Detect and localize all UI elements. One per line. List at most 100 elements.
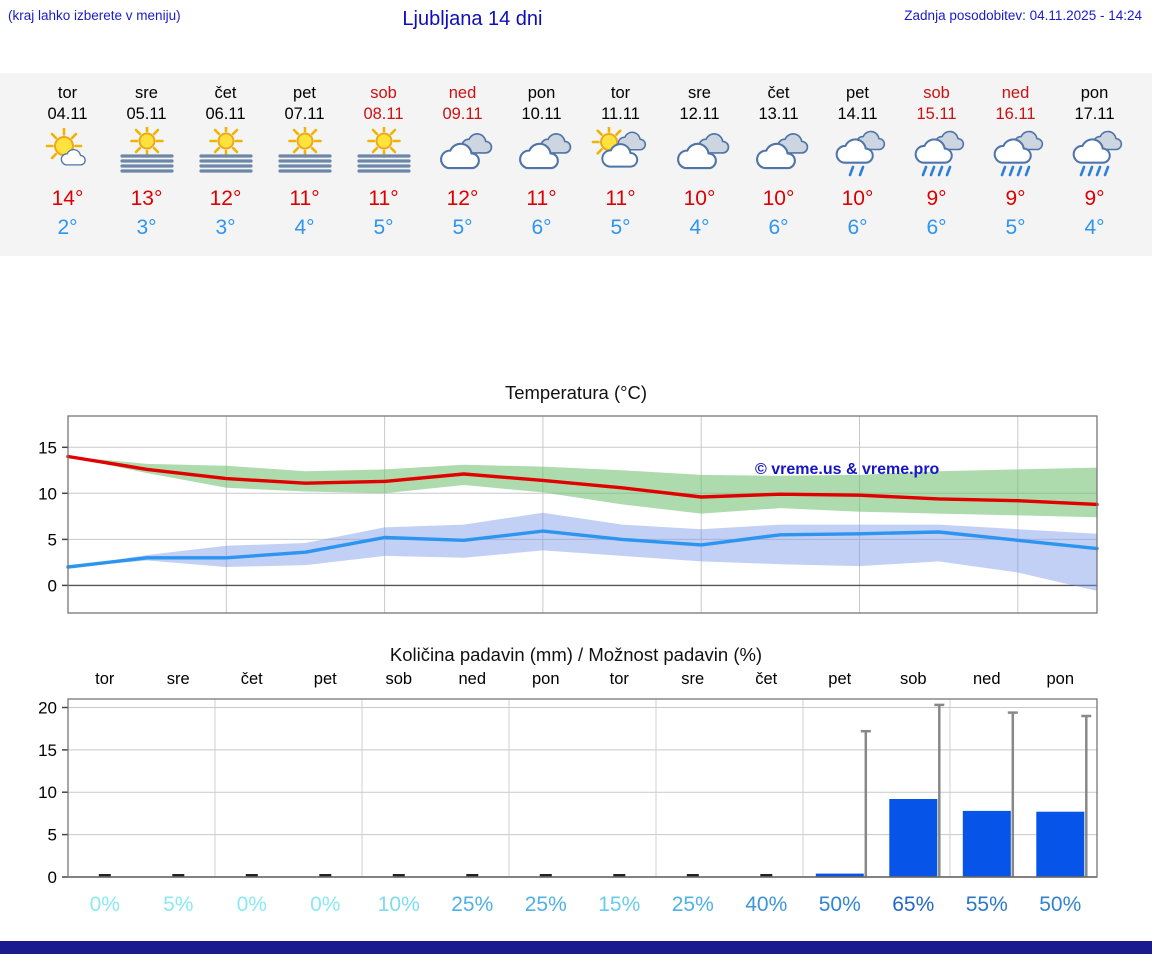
min-temperature: 4° xyxy=(1084,216,1105,239)
min-temperature: 6° xyxy=(926,216,947,239)
precip-probability: 65% xyxy=(892,893,935,916)
forecast-day[interactable]: čet 13.11 10° 6° xyxy=(739,83,818,240)
day-name: ned xyxy=(448,84,477,102)
weather-icon-rain xyxy=(976,127,1055,179)
forecast-day[interactable]: sob 08.11 11° 5° xyxy=(344,83,423,240)
precip-probability: 0% xyxy=(89,893,120,916)
forecast-day[interactable]: tor 11.11 11° 5° xyxy=(581,83,660,240)
precip-bar xyxy=(1036,811,1085,877)
forecast-day[interactable]: pon 10.11 11° 6° xyxy=(502,83,581,240)
forecast-day[interactable]: sob 15.11 9° 6° xyxy=(897,83,976,240)
min-temperature: 5° xyxy=(452,216,473,239)
precip-zero-mark xyxy=(613,874,626,877)
forecast-day[interactable]: sre 12.11 10° 4° xyxy=(660,83,739,240)
weather-icon-sun-fog xyxy=(344,127,423,179)
precip-zero-mark xyxy=(98,874,111,877)
precip-probability: 0% xyxy=(236,893,267,916)
precip-probability: 10% xyxy=(377,893,420,916)
max-temperature: 12° xyxy=(446,187,479,210)
precip-probability: 25% xyxy=(451,893,494,916)
svg-text:10: 10 xyxy=(38,783,57,802)
max-temperature: 9° xyxy=(1005,187,1026,210)
day-name: sre xyxy=(688,84,711,102)
min-temperature: 5° xyxy=(1005,216,1026,239)
day-date: 13.11 xyxy=(758,105,799,123)
precip-zero-mark xyxy=(392,874,405,877)
min-temperature: 6° xyxy=(768,216,789,239)
page-title: Ljubljana 14 dni xyxy=(402,8,543,30)
min-temperature: 3° xyxy=(136,216,157,239)
day-name: pet xyxy=(846,84,869,102)
forecast-day[interactable]: sre 05.11 13° 3° xyxy=(107,83,186,240)
day-date: 16.11 xyxy=(995,105,1036,123)
watermark[interactable]: © vreme.us & vreme.pro xyxy=(755,461,940,478)
precip-day-label: sob xyxy=(899,670,927,688)
precip-day-label: pon xyxy=(1046,670,1075,688)
day-name: pon xyxy=(527,84,556,102)
max-temperature: 9° xyxy=(1084,187,1105,210)
svg-text:0: 0 xyxy=(48,576,57,595)
forecast-day[interactable]: ned 16.11 9° 5° xyxy=(976,83,1055,240)
temperature-section: Temperatura (°C) 0 5 10 15 © vreme.us & vrem… xyxy=(0,382,1152,626)
day-name: tor xyxy=(610,84,631,102)
temperature-chart-title: Temperatura (°C) xyxy=(504,382,648,403)
day-date: 04.11 xyxy=(47,105,88,123)
min-temp-line xyxy=(66,529,1099,569)
precip-day-label: tor xyxy=(95,670,115,688)
day-date: 07.11 xyxy=(284,105,325,123)
forecast-day[interactable]: pet 14.11 10° 6° xyxy=(818,83,897,240)
precip-zero-mark xyxy=(539,874,552,877)
precipitation-chart: 0 5 10 15 20 xyxy=(38,698,1098,887)
min-temp-range xyxy=(68,512,1097,591)
max-temperature: 9° xyxy=(926,187,947,210)
svg-text:15: 15 xyxy=(38,741,57,760)
day-date: 05.11 xyxy=(126,105,167,123)
weather-icon-sun-fog xyxy=(107,127,186,179)
day-date: 17.11 xyxy=(1074,105,1115,123)
weather-icon-cloudy xyxy=(502,127,581,179)
weather-icon-mostly-sunny xyxy=(28,127,107,179)
weather-icon-cloudy xyxy=(739,127,818,179)
precip-zero-mark xyxy=(245,874,258,877)
day-name: ned xyxy=(1001,84,1030,102)
precip-probability: 5% xyxy=(163,893,194,916)
precip-day-label: čet xyxy=(755,670,778,688)
weather-icon-cloudy xyxy=(660,127,739,179)
precip-day-label: ned xyxy=(458,670,487,688)
svg-text:10: 10 xyxy=(38,484,57,503)
precip-day-label: pet xyxy=(313,670,337,688)
day-date: 14.11 xyxy=(837,105,878,123)
precip-probability: 50% xyxy=(818,893,861,916)
precip-day-label: tor xyxy=(609,670,629,688)
temperature-chart: 0 5 10 15 © vreme.us & vreme.pro xyxy=(38,415,1099,614)
forecast-day[interactable]: čet 06.11 12° 3° xyxy=(186,83,265,240)
day-date: 09.11 xyxy=(442,105,483,123)
day-date: 15.11 xyxy=(916,105,957,123)
svg-text:20: 20 xyxy=(38,699,57,718)
max-temperature: 11° xyxy=(526,187,557,210)
day-date: 10.11 xyxy=(521,105,562,123)
forecast-day[interactable]: ned 09.11 12° 5° xyxy=(423,83,502,240)
precip-probability: 25% xyxy=(671,893,714,916)
forecast-day[interactable]: tor 04.11 14° 2° xyxy=(28,83,107,240)
min-temperature: 3° xyxy=(215,216,236,239)
min-temperature: 4° xyxy=(294,216,315,239)
forecast-day[interactable]: pet 07.11 11° 4° xyxy=(265,83,344,240)
forecast-day[interactable]: pon 17.11 9° 4° xyxy=(1055,83,1134,240)
day-date: 11.11 xyxy=(601,105,640,123)
max-temperature: 11° xyxy=(368,187,399,210)
precip-day-label: sre xyxy=(166,670,190,688)
min-temperature: 5° xyxy=(373,216,394,239)
precip-probability: 40% xyxy=(745,893,788,916)
min-temperature: 4° xyxy=(689,216,710,239)
max-temperature: 11° xyxy=(605,187,636,210)
precip-day-label: pon xyxy=(531,670,560,688)
day-date: 12.11 xyxy=(679,105,720,123)
precip-zero-mark xyxy=(760,874,773,877)
max-temp-line xyxy=(66,454,1099,507)
weather-icon-rain xyxy=(1055,127,1134,179)
precip-zero-mark xyxy=(172,874,185,877)
day-name: sre xyxy=(135,84,158,102)
precip-bar xyxy=(962,810,1011,877)
precip-probability: 55% xyxy=(965,893,1008,916)
